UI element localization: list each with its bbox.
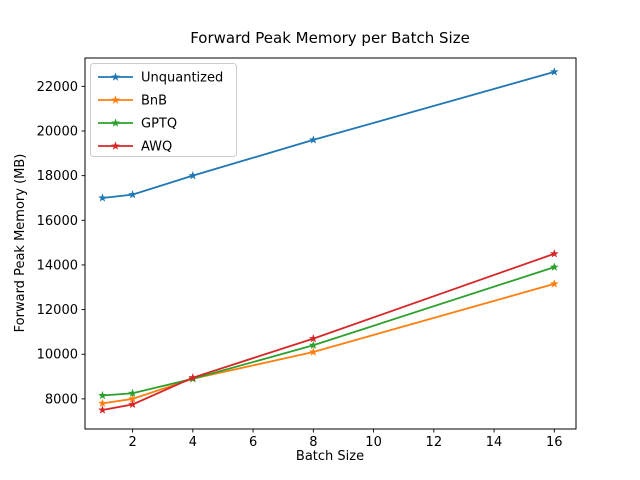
y-tick-label: 16000	[37, 214, 78, 229]
data-point-marker	[308, 340, 318, 350]
legend-marker	[111, 95, 120, 104]
legend-marker	[111, 72, 120, 81]
data-point-marker	[128, 394, 137, 403]
legend-label: Unquantized	[141, 71, 223, 86]
legend: Unquantized BnB GPTQ AWQ	[90, 63, 237, 157]
y-tick-label: 22000	[37, 80, 78, 95]
data-point-marker	[98, 398, 107, 408]
x-tick-label: 6	[249, 435, 257, 450]
y-axis-label: Forward Peak Memory (MB)	[13, 154, 28, 333]
data-point-marker	[188, 373, 198, 382]
data-point-marker	[128, 388, 137, 398]
x-tick-label: 8	[309, 435, 317, 450]
data-point-marker	[98, 193, 107, 202]
legend-label: BnB	[141, 94, 167, 109]
x-tick-label: 10	[365, 435, 382, 450]
series-BnB	[98, 279, 559, 408]
data-point-marker	[549, 262, 559, 271]
x-axis: 2 4 6 8 10 12 14 16	[128, 429, 563, 450]
y-tick-label: 10000	[37, 348, 78, 363]
x-tick-label: 2	[128, 435, 136, 450]
legend-marker	[111, 118, 120, 127]
y-tick-label: 14000	[37, 258, 78, 273]
y-tick-label: 18000	[37, 169, 78, 184]
y-axis: 8000 10000 12000 14000 16000 18000 20000 22000	[37, 80, 85, 407]
legend-label: AWQ	[141, 140, 172, 155]
series-Unquantized	[98, 67, 559, 202]
data-point-marker	[549, 67, 559, 76]
series-GPTQ	[98, 262, 559, 400]
data-point-marker	[98, 405, 107, 414]
plot-frame	[84, 57, 577, 430]
legend-label: GPTQ	[141, 117, 177, 132]
y-tick-label: 12000	[37, 303, 78, 318]
x-tick-label: 12	[426, 435, 443, 450]
legend-marker	[111, 141, 120, 150]
data-point-marker	[549, 279, 559, 288]
legend-box	[90, 63, 237, 157]
x-tick-label: 4	[189, 435, 197, 450]
series-line	[102, 266, 555, 397]
x-tick-label: 16	[546, 435, 563, 450]
data-point-marker	[549, 249, 559, 258]
y-tick-label: 20000	[37, 124, 78, 139]
data-point-marker	[308, 135, 318, 144]
data-point-marker	[308, 347, 318, 356]
series-AWQ	[98, 249, 559, 414]
data-point-marker	[128, 399, 137, 409]
data-point-marker	[188, 171, 198, 180]
data-point-marker	[128, 190, 137, 199]
x-tick-label: 14	[486, 435, 503, 450]
chart-title: Forward Peak Memory per Batch Size	[190, 29, 470, 47]
y-tick-label: 8000	[45, 392, 78, 407]
data-point-marker	[98, 390, 107, 400]
series-line	[102, 283, 555, 405]
x-axis-label: Batch Size	[296, 449, 364, 464]
data-point-marker	[308, 333, 318, 343]
